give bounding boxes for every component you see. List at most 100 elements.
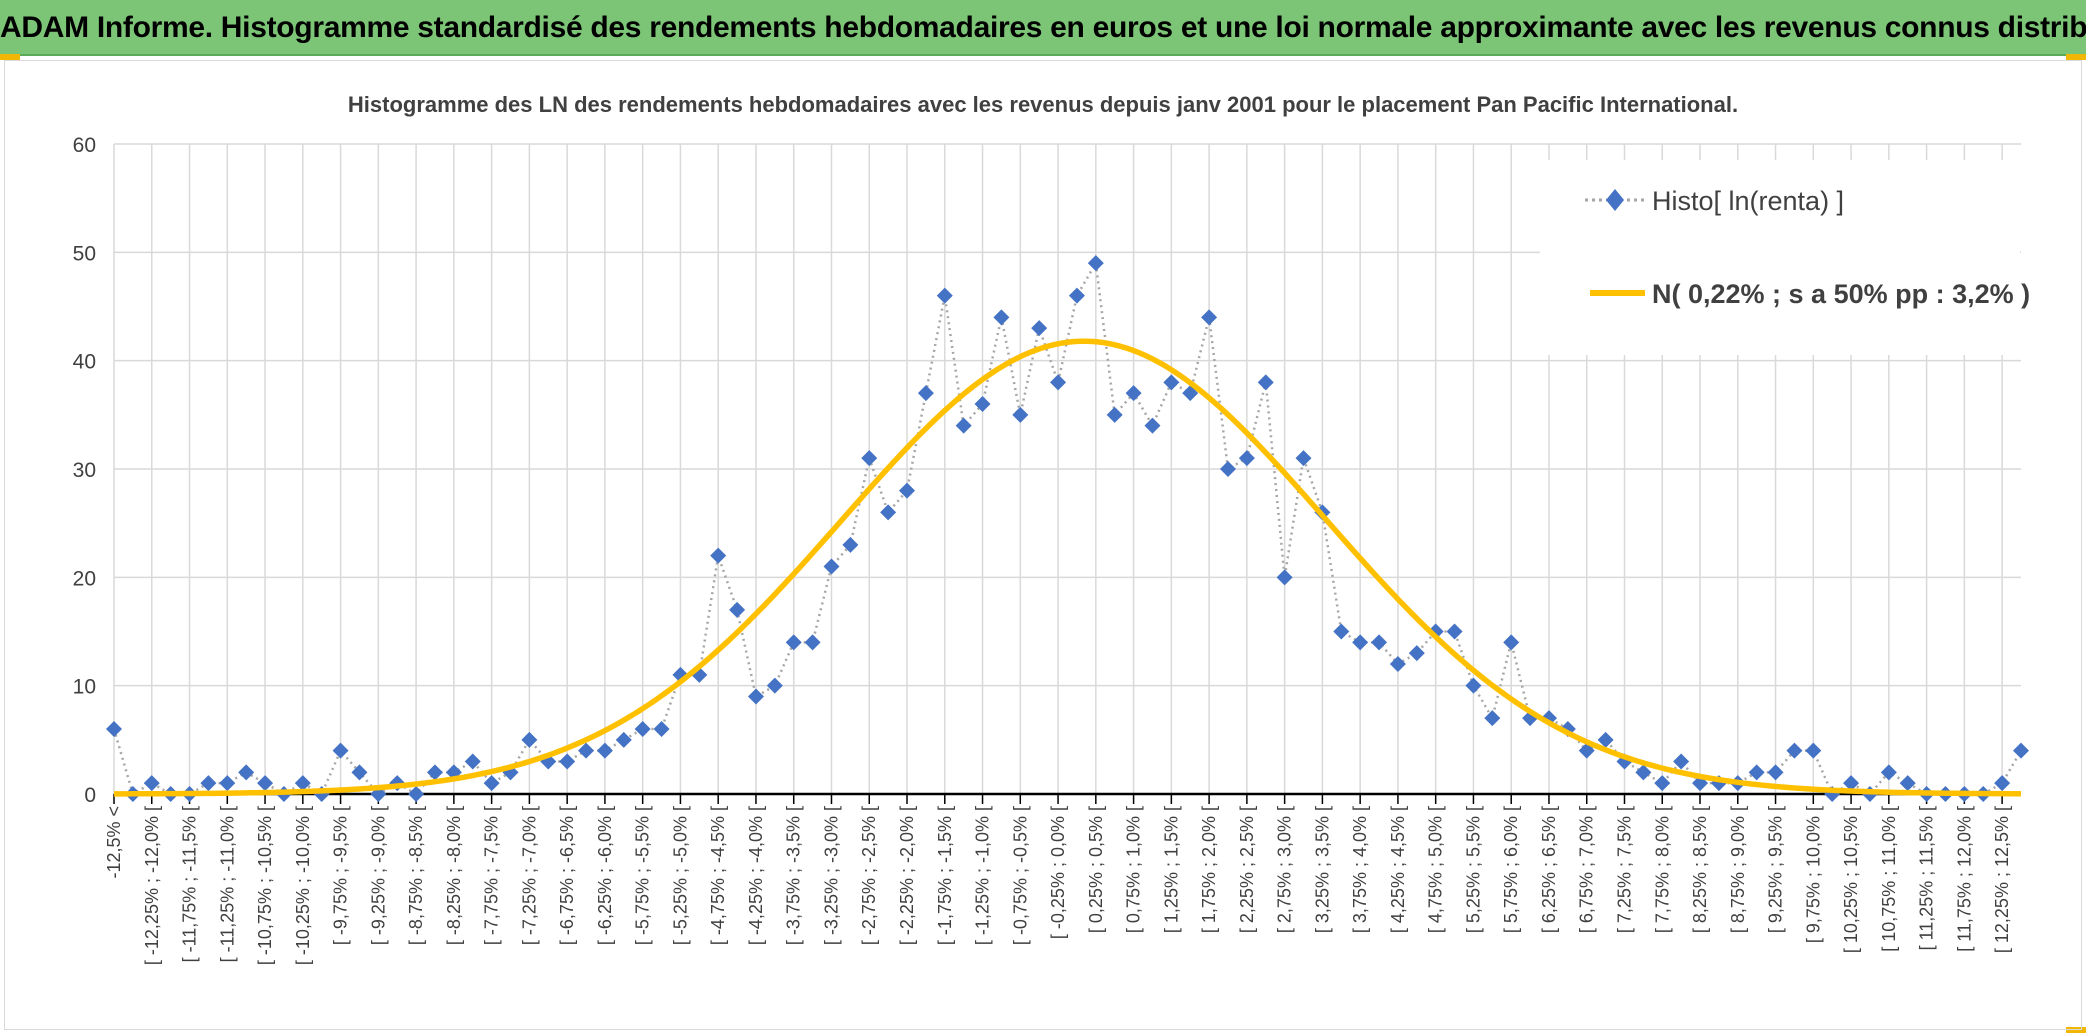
histogram-point	[1371, 634, 1388, 651]
histogram-point	[238, 764, 255, 781]
x-tick-label: [ -1,75% ; -1,5% [	[935, 806, 955, 945]
x-tick-label: [ -2,75% ; -2,5% [	[859, 806, 879, 945]
x-tick-label: [ -5,25% ; -5,0% [	[670, 806, 690, 945]
histogram-point	[596, 742, 613, 759]
histogram-point	[823, 558, 840, 575]
histogram-point	[1748, 764, 1765, 781]
histogram-point	[2013, 742, 2029, 759]
chart-title: Histogramme des LN des rendements hebdom…	[348, 92, 1738, 117]
histogram-point	[785, 634, 802, 651]
histogram-point	[1163, 374, 1180, 391]
histogram-point	[1201, 309, 1218, 326]
x-tick-label: [ -0,25% ; 0,0% [	[1048, 806, 1068, 939]
x-tick-label: [ 7,75% ; 8,0% [	[1652, 806, 1672, 933]
x-tick-label: [ 0,75% ; 1,0% [	[1124, 806, 1144, 933]
x-tick-label: [ 6,25% ; 6,5% [	[1539, 806, 1559, 933]
histogram-point	[1484, 710, 1501, 727]
x-tick-label: [ 11,75% ; 12,0% [	[1954, 806, 1974, 952]
histogram-point	[729, 601, 746, 618]
corner-accent-bottom-right	[2066, 1027, 2086, 1033]
x-tick-label: [ 12,25% ; 12,5% [	[1992, 806, 2012, 953]
histogram-point	[993, 309, 1010, 326]
histogram-point	[936, 287, 953, 304]
x-tick-label: [ -4,75% ; -4,5% [	[708, 806, 728, 945]
x-tick-label: [ 9,25% ; 9,5% [	[1766, 806, 1786, 933]
histogram-point	[1805, 742, 1822, 759]
legend-normal-label: N( 0,22% ; s a 50% pp : 3,2% )	[1652, 279, 2030, 309]
x-tick-label: [ 2,75% ; 3,0% [	[1275, 806, 1295, 933]
histogram-point	[521, 731, 538, 748]
histogram-point	[880, 504, 897, 521]
x-tick-label: [ 3,75% ; 4,0% [	[1350, 806, 1370, 933]
histogram-point	[200, 775, 217, 792]
histogram-point	[1408, 645, 1425, 662]
x-tick-label: [ -11,25% ; -11,0% [	[217, 806, 237, 962]
histogram-point	[1767, 764, 1784, 781]
x-tick-label: [ 10,75% ; 11,0% [	[1879, 806, 1899, 952]
histogram-point	[1597, 731, 1614, 748]
x-tick-label: [ 0,25% ; 0,5% [	[1086, 806, 1106, 933]
y-tick-label: 60	[73, 134, 96, 157]
x-tick-label: [ -10,75% ; -10,5% [	[255, 806, 275, 965]
x-tick-label: [ 8,25% ; 8,5% [	[1690, 806, 1710, 933]
normal-curve-line	[113, 338, 2022, 797]
page-title: ADAM Informe. Histogramme standardisé de…	[0, 11, 2086, 44]
x-tick-label: [ -8,75% ; -8,5% [	[406, 806, 426, 945]
histogram-point	[1012, 406, 1029, 423]
x-tick-label: [ 7,25% ; 7,5% [	[1614, 806, 1634, 933]
x-tick-label: [ 3,25% ; 3,5% [	[1312, 806, 1332, 933]
x-tick-label: [ 5,25% ; 5,5% [	[1463, 806, 1483, 933]
legend-histo-marker	[1606, 189, 1624, 211]
histogram-point	[1465, 677, 1482, 694]
histogram-point	[332, 742, 349, 759]
x-tick-label: [ -7,75% ; -7,5% [	[482, 806, 502, 945]
x-tick-label: [ 6,75% ; 7,0% [	[1577, 806, 1597, 933]
x-tick-label: [ 4,25% ; 4,5% [	[1388, 806, 1408, 933]
histogram-point	[1257, 374, 1274, 391]
histogram-point	[955, 417, 972, 434]
histogram-point	[1106, 406, 1123, 423]
x-tick-label: [ -10,25% ; -10,0% [	[293, 806, 313, 965]
histogram-point	[1238, 450, 1255, 467]
corner-accent-right	[2066, 54, 2086, 60]
histogram-point	[1276, 569, 1293, 586]
x-tick-label: [ 9,75% ; 10,0% [	[1803, 806, 1823, 943]
histogram-point	[710, 547, 727, 564]
x-tick-label: [ 5,75% ; 6,0% [	[1501, 806, 1521, 933]
histogram-point	[1144, 417, 1161, 434]
x-tick-label: [ 11,25% ; 11,5% [	[1917, 806, 1937, 950]
x-tick-label: [ -5,75% ; -5,5% [	[633, 806, 653, 945]
histogram-point	[1352, 634, 1369, 651]
histogram-point	[634, 721, 651, 737]
x-tick-label: [ -7,25% ; -7,0% [	[519, 806, 539, 945]
histogram-point	[219, 775, 236, 792]
histogram-point	[1635, 764, 1652, 781]
y-axis-ticks: 0 10 20 30 40 50 60	[73, 134, 96, 807]
x-tick-label: [ -3,75% ; -3,5% [	[784, 806, 804, 945]
histogram-series	[106, 255, 2029, 802]
histogram-point	[1031, 320, 1048, 337]
x-tick-label: [ -9,75% ; -9,5% [	[331, 806, 351, 945]
histogram-point	[899, 482, 916, 499]
histogram-point	[257, 775, 274, 792]
histogram-point	[426, 764, 443, 781]
histogram-point	[842, 536, 859, 553]
x-tick-label: [ -1,25% ; -1,0% [	[973, 806, 993, 945]
x-tick-label: [ -2,25% ; -2,0% [	[897, 806, 917, 945]
histogram-point	[1068, 287, 1085, 304]
histogram-point	[1219, 461, 1236, 477]
histogram-point	[1994, 775, 2011, 792]
x-tick-label: [ -11,75% ; -11,5% [	[180, 806, 200, 962]
histogram-point	[1333, 623, 1350, 640]
histogram-point	[1786, 742, 1803, 759]
histogram-point	[408, 786, 425, 802]
histogram-point	[143, 775, 160, 792]
histogram-point	[1389, 656, 1406, 672]
histogram-point	[1673, 753, 1690, 770]
legend-box	[1540, 160, 2020, 355]
histogram-point	[483, 775, 500, 792]
x-tick-label: [ -4,25% ; -4,0% [	[746, 806, 766, 945]
histogram-point	[1295, 450, 1312, 467]
x-tick-label: [ -6,75% ; -6,5% [	[557, 806, 577, 945]
